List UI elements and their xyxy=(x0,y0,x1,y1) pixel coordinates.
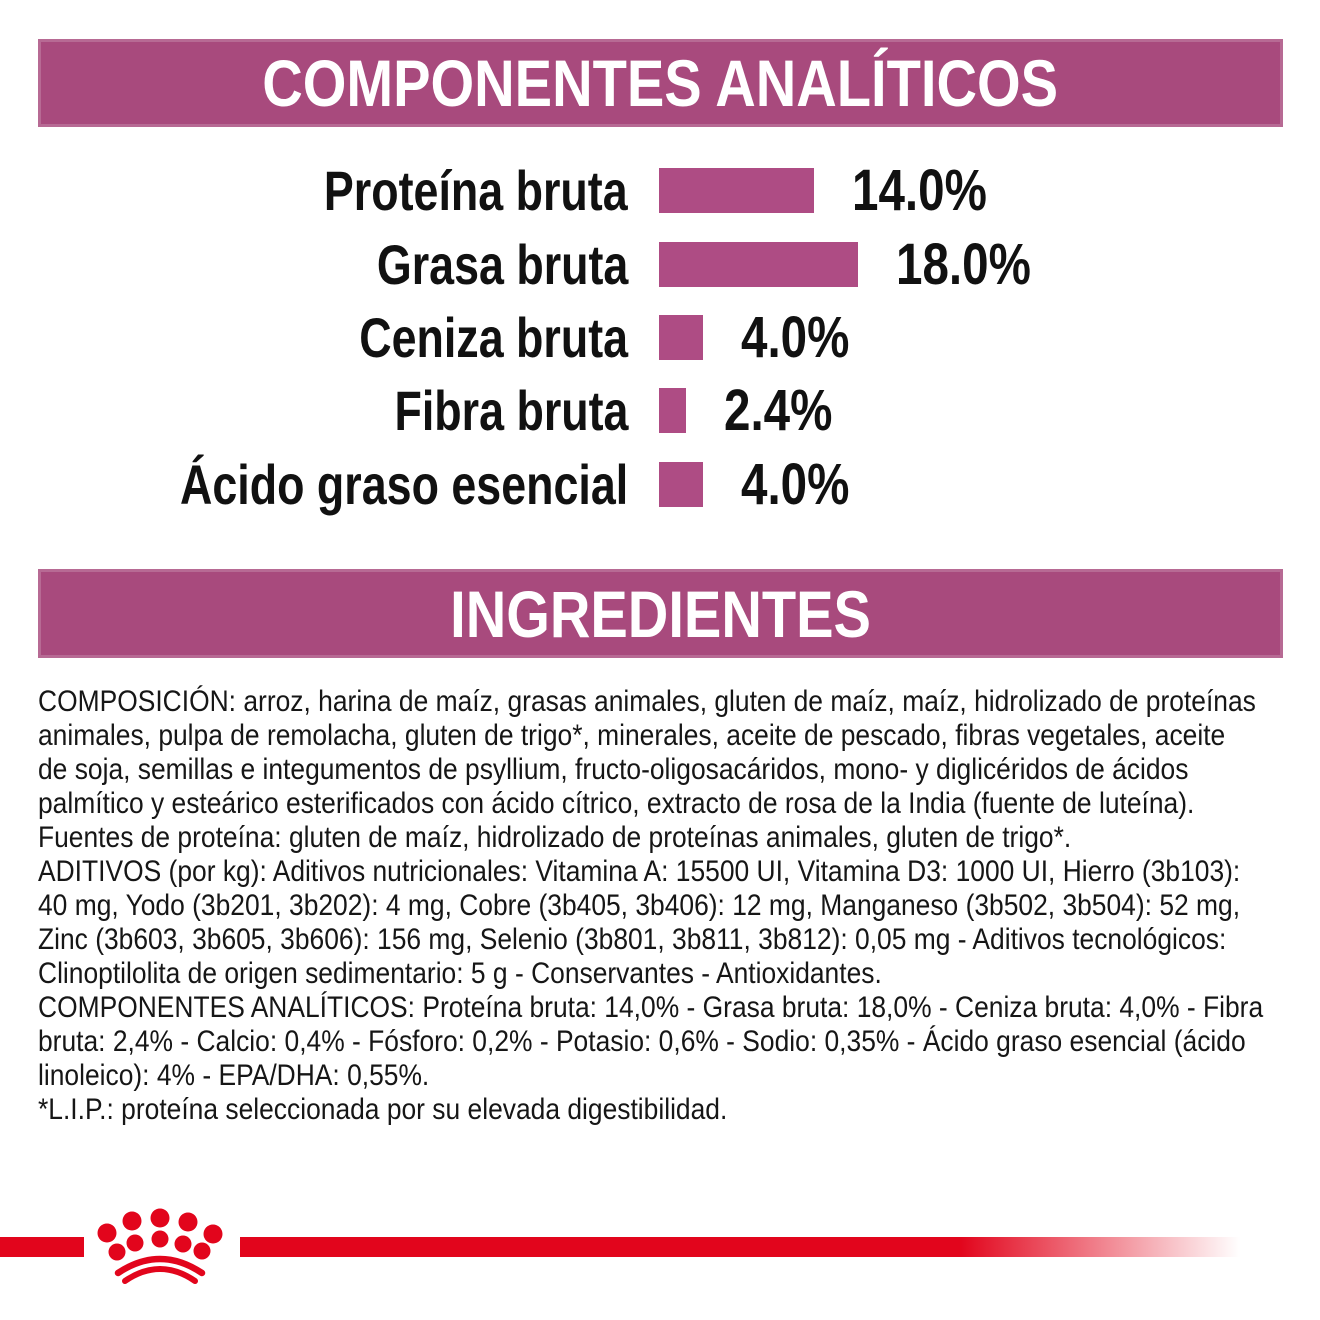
bar xyxy=(659,462,703,507)
ingredients-banner: INGREDIENTES xyxy=(38,569,1283,658)
text-line: Zinc (3b603, 3b605, 3b606): 156 mg, Sele… xyxy=(38,923,1227,956)
analytical-components-title: COMPONENTES ANALÍTICOS xyxy=(262,46,1059,120)
text-line: COMPONENTES ANALÍTICOS: Proteína bruta: … xyxy=(38,991,1264,1024)
bar xyxy=(659,388,686,433)
text-line: Fuentes de proteína: gluten de maíz, hid… xyxy=(38,821,1072,854)
bar-label: Proteína bruta xyxy=(324,159,628,222)
bar-value: 4.0% xyxy=(741,452,850,517)
bar-value: 2.4% xyxy=(724,378,833,443)
bar-label: Grasa bruta xyxy=(376,233,628,296)
text-line: *L.I.P.: proteína seleccionada por su el… xyxy=(38,1093,728,1126)
bar-label: Ceniza bruta xyxy=(359,306,628,369)
red-stripe-right xyxy=(240,1237,1240,1257)
text-line: linoleico): 4% - EPA/DHA: 0,55%. xyxy=(38,1059,430,1092)
chart-row: Ceniza bruta 4.0% xyxy=(0,305,1320,370)
bar-value: 14.0% xyxy=(852,158,987,223)
text-line: bruta: 2,4% - Calcio: 0,4% - Fósforo: 0,… xyxy=(38,1025,1246,1058)
text-line: de soja, semillas e integumentos de psyl… xyxy=(38,753,1189,786)
text-line: palmítico y esteárico esterificados con … xyxy=(38,787,1195,820)
red-stripe-left xyxy=(0,1237,84,1257)
text-line: ADITIVOS (por kg): Aditivos nutricionale… xyxy=(38,855,1241,888)
chart-row: Proteína bruta 14.0% xyxy=(0,158,1320,223)
chart-row: Ácido graso esencial 4.0% xyxy=(0,452,1320,517)
bar xyxy=(659,168,814,213)
analytical-components-banner: COMPONENTES ANALÍTICOS xyxy=(38,39,1283,127)
bar xyxy=(659,242,858,287)
bar-value: 4.0% xyxy=(741,305,850,370)
bar-value: 18.0% xyxy=(896,232,1031,297)
text-line: Clinoptilolita de origen sedimentario: 5… xyxy=(38,957,882,990)
text-line: COMPOSICIÓN: arroz, harina de maíz, gras… xyxy=(38,685,1256,718)
analytical-components-chart: Proteína bruta 14.0% Grasa bruta 18.0% Ceniz… xyxy=(0,0,1320,560)
text-line: 40 mg, Yodo (3b201, 3b202): 4 mg, Cobre … xyxy=(38,889,1241,922)
royal-canin-crown-icon xyxy=(97,1208,223,1284)
ingredients-text: COMPOSICIÓN: arroz, harina de maíz, gras… xyxy=(38,685,1298,1127)
text-line: animales, pulpa de remolacha, gluten de … xyxy=(38,719,1226,752)
chart-row: Fibra bruta 2.4% xyxy=(0,378,1320,443)
ingredients-title: INGREDIENTES xyxy=(450,576,871,651)
chart-row: Grasa bruta 18.0% xyxy=(0,232,1320,297)
bar-label: Ácido graso esencial xyxy=(179,453,628,516)
bar xyxy=(659,315,703,360)
bar-label: Fibra bruta xyxy=(394,379,628,442)
